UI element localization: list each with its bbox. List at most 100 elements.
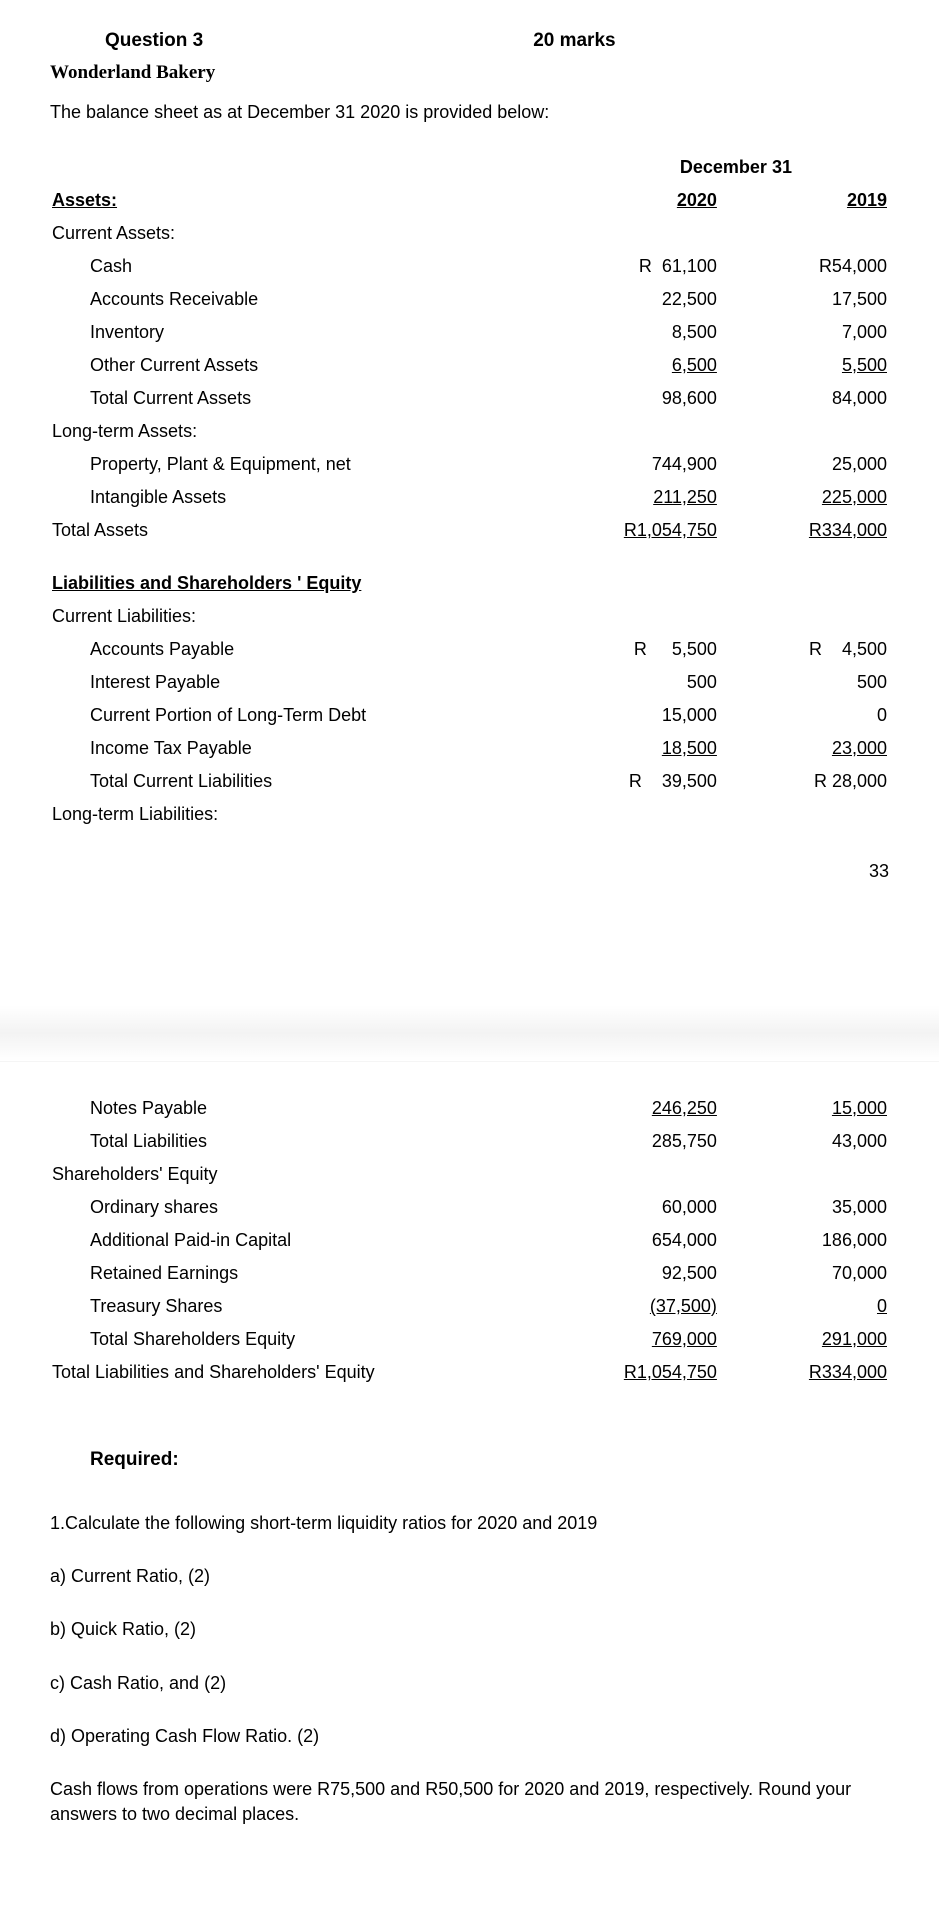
row-value-2019: 17,500	[753, 283, 889, 316]
row-label: Interest Payable	[50, 666, 583, 699]
row-value-2020: 15,000	[583, 699, 719, 732]
row-value-2020: 98,600	[583, 382, 719, 415]
row-value-2020: 60,000	[583, 1191, 719, 1224]
row-label: Property, Plant & Equipment, net	[50, 448, 583, 481]
row-value-2019: 25,000	[753, 448, 889, 481]
row-value-2019: 15,000	[753, 1092, 889, 1125]
long-term-liab-heading: Long-term Liabilities:	[50, 798, 583, 831]
row-value-2020: (37,500)	[583, 1290, 719, 1323]
row-value-2020: R 39,500	[583, 765, 719, 798]
table-row: Retained Earnings92,500 70,000	[50, 1257, 889, 1290]
row-label: Notes Payable	[50, 1092, 583, 1125]
year-2020: 2020	[583, 184, 719, 217]
row-value-2019: 7,000	[753, 316, 889, 349]
required-body: 1.Calculate the following short-term liq…	[50, 1511, 889, 1827]
row-value-2019: 500	[753, 666, 889, 699]
row-label: Additional Paid-in Capital	[50, 1224, 583, 1257]
company-name: Wonderland Bakery	[50, 62, 889, 84]
row-value-2020: 744,900	[583, 448, 719, 481]
row-value-2020: 22,500	[583, 283, 719, 316]
page-bottom: Notes Payable246,25015,000Total Liabilit…	[0, 1062, 939, 1885]
row-value-2020: 654,000	[583, 1224, 719, 1257]
table-row: Income Tax Payable18,50023,000	[50, 732, 889, 765]
table-row: Treasury Shares(37,500) 0	[50, 1290, 889, 1323]
balance-sheet-top: December 31 Assets: 2020 2019 Current As…	[50, 151, 889, 831]
row-label: Income Tax Payable	[50, 732, 583, 765]
row-label: Ordinary shares	[50, 1191, 583, 1224]
row-value-2019: 0	[753, 1290, 889, 1323]
required-line: b) Quick Ratio, (2)	[50, 1617, 889, 1642]
row-value-2020: 92,500	[583, 1257, 719, 1290]
table-row: Interest Payable500500	[50, 666, 889, 699]
row-value-2020: 211,250	[583, 481, 719, 514]
row-value-2019: 5,500	[753, 349, 889, 382]
table-row: Property, Plant & Equipment, net744,900 2…	[50, 448, 889, 481]
table-row: Ordinary shares60,000 35,000	[50, 1191, 889, 1224]
current-assets-heading: Current Assets:	[50, 217, 583, 250]
table-row: Other Current Assets6,500 5,500	[50, 349, 889, 382]
page-break-band	[0, 922, 939, 1062]
table-row: Total Liabilities285,750 43,000	[50, 1125, 889, 1158]
balance-sheet-bottom: Notes Payable246,25015,000Total Liabilit…	[50, 1092, 889, 1389]
total-assets-label: Total Assets	[50, 514, 583, 547]
row-label: Accounts Payable	[50, 633, 583, 666]
table-row: Additional Paid-in Capital654,000 186,000	[50, 1224, 889, 1257]
header-row: Question 3 20 marks	[50, 30, 889, 52]
row-value-2020: 769,000	[583, 1323, 719, 1356]
question-label: Question 3	[105, 30, 203, 52]
required-heading: Required:	[90, 1449, 889, 1471]
row-label: Cash	[50, 250, 583, 283]
page-number: 33	[50, 861, 889, 882]
table-row: Current Portion of Long-Term Debt15,000 0	[50, 699, 889, 732]
required-line: Cash flows from operations were R75,500 …	[50, 1777, 889, 1827]
year-2019: 2019	[753, 184, 889, 217]
required-line: a) Current Ratio, (2)	[50, 1564, 889, 1589]
total-assets-2020: R1,054,750	[624, 520, 717, 540]
row-value-2020: 8,500	[583, 316, 719, 349]
row-value-2019: 0	[753, 699, 889, 732]
required-line: c) Cash Ratio, and (2)	[50, 1671, 889, 1696]
row-value-2020: 285,750	[583, 1125, 719, 1158]
table-row: Accounts PayableR 5,500R 4,500	[50, 633, 889, 666]
table-row: Total Current LiabilitiesR 39,500R 28,00…	[50, 765, 889, 798]
total-lse-2020: R1,054,750	[624, 1362, 717, 1382]
row-value-2020: 246,250	[583, 1092, 719, 1125]
row-label: Retained Earnings	[50, 1257, 583, 1290]
required-line: 1.Calculate the following short-term liq…	[50, 1511, 889, 1536]
row-value-2020: 6,500	[583, 349, 719, 382]
row-label: Other Current Assets	[50, 349, 583, 382]
row-value-2019: R54,000	[753, 250, 889, 283]
total-assets-row: Total Assets R1,054,750 R334,000	[50, 514, 889, 547]
current-liab-heading: Current Liabilities:	[50, 600, 583, 633]
shareholders-equity-heading: Shareholders' Equity	[50, 1158, 583, 1191]
table-row: Inventory8,5007,000	[50, 316, 889, 349]
total-lse-label: Total Liabilities and Shareholders' Equi…	[50, 1356, 583, 1389]
row-label: Total Current Assets	[50, 382, 583, 415]
row-value-2019: 186,000	[753, 1224, 889, 1257]
required-line: d) Operating Cash Flow Ratio. (2)	[50, 1724, 889, 1749]
row-label: Total Current Liabilities	[50, 765, 583, 798]
assets-heading: Assets:	[50, 184, 583, 217]
page-top: Question 3 20 marks Wonderland Bakery Th…	[0, 0, 939, 922]
row-value-2019: 35,000	[753, 1191, 889, 1224]
total-lse-row: Total Liabilities and Shareholders' Equi…	[50, 1356, 889, 1389]
row-label: Treasury Shares	[50, 1290, 583, 1323]
total-lse-2019: R334,000	[809, 1362, 887, 1382]
row-value-2019: 70,000	[753, 1257, 889, 1290]
table-row: Total Shareholders Equity769,000291,000	[50, 1323, 889, 1356]
long-term-assets-heading: Long-term Assets:	[50, 415, 583, 448]
date-header: December 31	[583, 151, 889, 184]
row-value-2019: 225,000	[753, 481, 889, 514]
table-row: Notes Payable246,250 15,000	[50, 1092, 889, 1125]
total-assets-2019: R334,000	[809, 520, 887, 540]
row-label: Current Portion of Long-Term Debt	[50, 699, 583, 732]
row-value-2020: R 61,100	[583, 250, 719, 283]
row-value-2019: 43,000	[753, 1125, 889, 1158]
row-label: Total Liabilities	[50, 1125, 583, 1158]
row-label: Accounts Receivable	[50, 283, 583, 316]
intro-text: The balance sheet as at December 31 2020…	[50, 102, 889, 123]
row-value-2019: 291,000	[753, 1323, 889, 1356]
row-label: Intangible Assets	[50, 481, 583, 514]
table-row: Intangible Assets211,250 225,000	[50, 481, 889, 514]
row-value-2019: R 4,500	[753, 633, 889, 666]
